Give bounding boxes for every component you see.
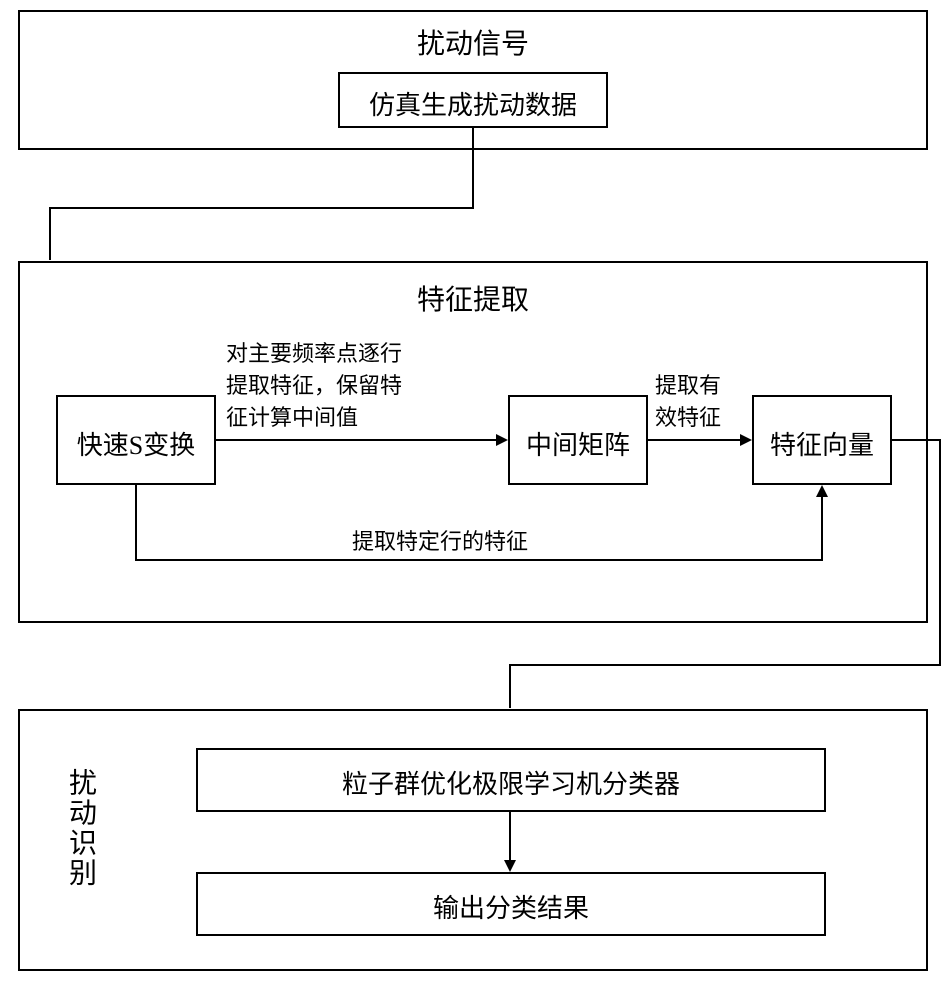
edge2-label-line2: 效特征 (655, 400, 755, 432)
edge1-label-line2: 提取特征，保留特 (226, 368, 496, 400)
edge1-label-line1: 对主要频率点逐行 (226, 336, 496, 368)
box-output-label: 输出分类结果 (196, 888, 826, 925)
box-feature-vector-label: 特征向量 (752, 425, 892, 462)
box-pso-label: 粒子群优化极限学习机分类器 (196, 764, 826, 801)
section2-title: 特征提取 (18, 278, 928, 318)
section3-vertical-label: 扰动识别 (60, 768, 100, 888)
box-mid-matrix-label: 中间矩阵 (508, 425, 648, 462)
box-fast-s-label: 快速S变换 (56, 425, 216, 462)
section1-title: 扰动信号 (18, 22, 928, 62)
edge1-label-line3: 征计算中间值 (226, 400, 496, 432)
edge3-label: 提取特定行的特征 (300, 524, 580, 556)
box-sim-data-label: 仿真生成扰动数据 (338, 85, 608, 122)
edge2-label-line1: 提取有 (655, 368, 755, 400)
